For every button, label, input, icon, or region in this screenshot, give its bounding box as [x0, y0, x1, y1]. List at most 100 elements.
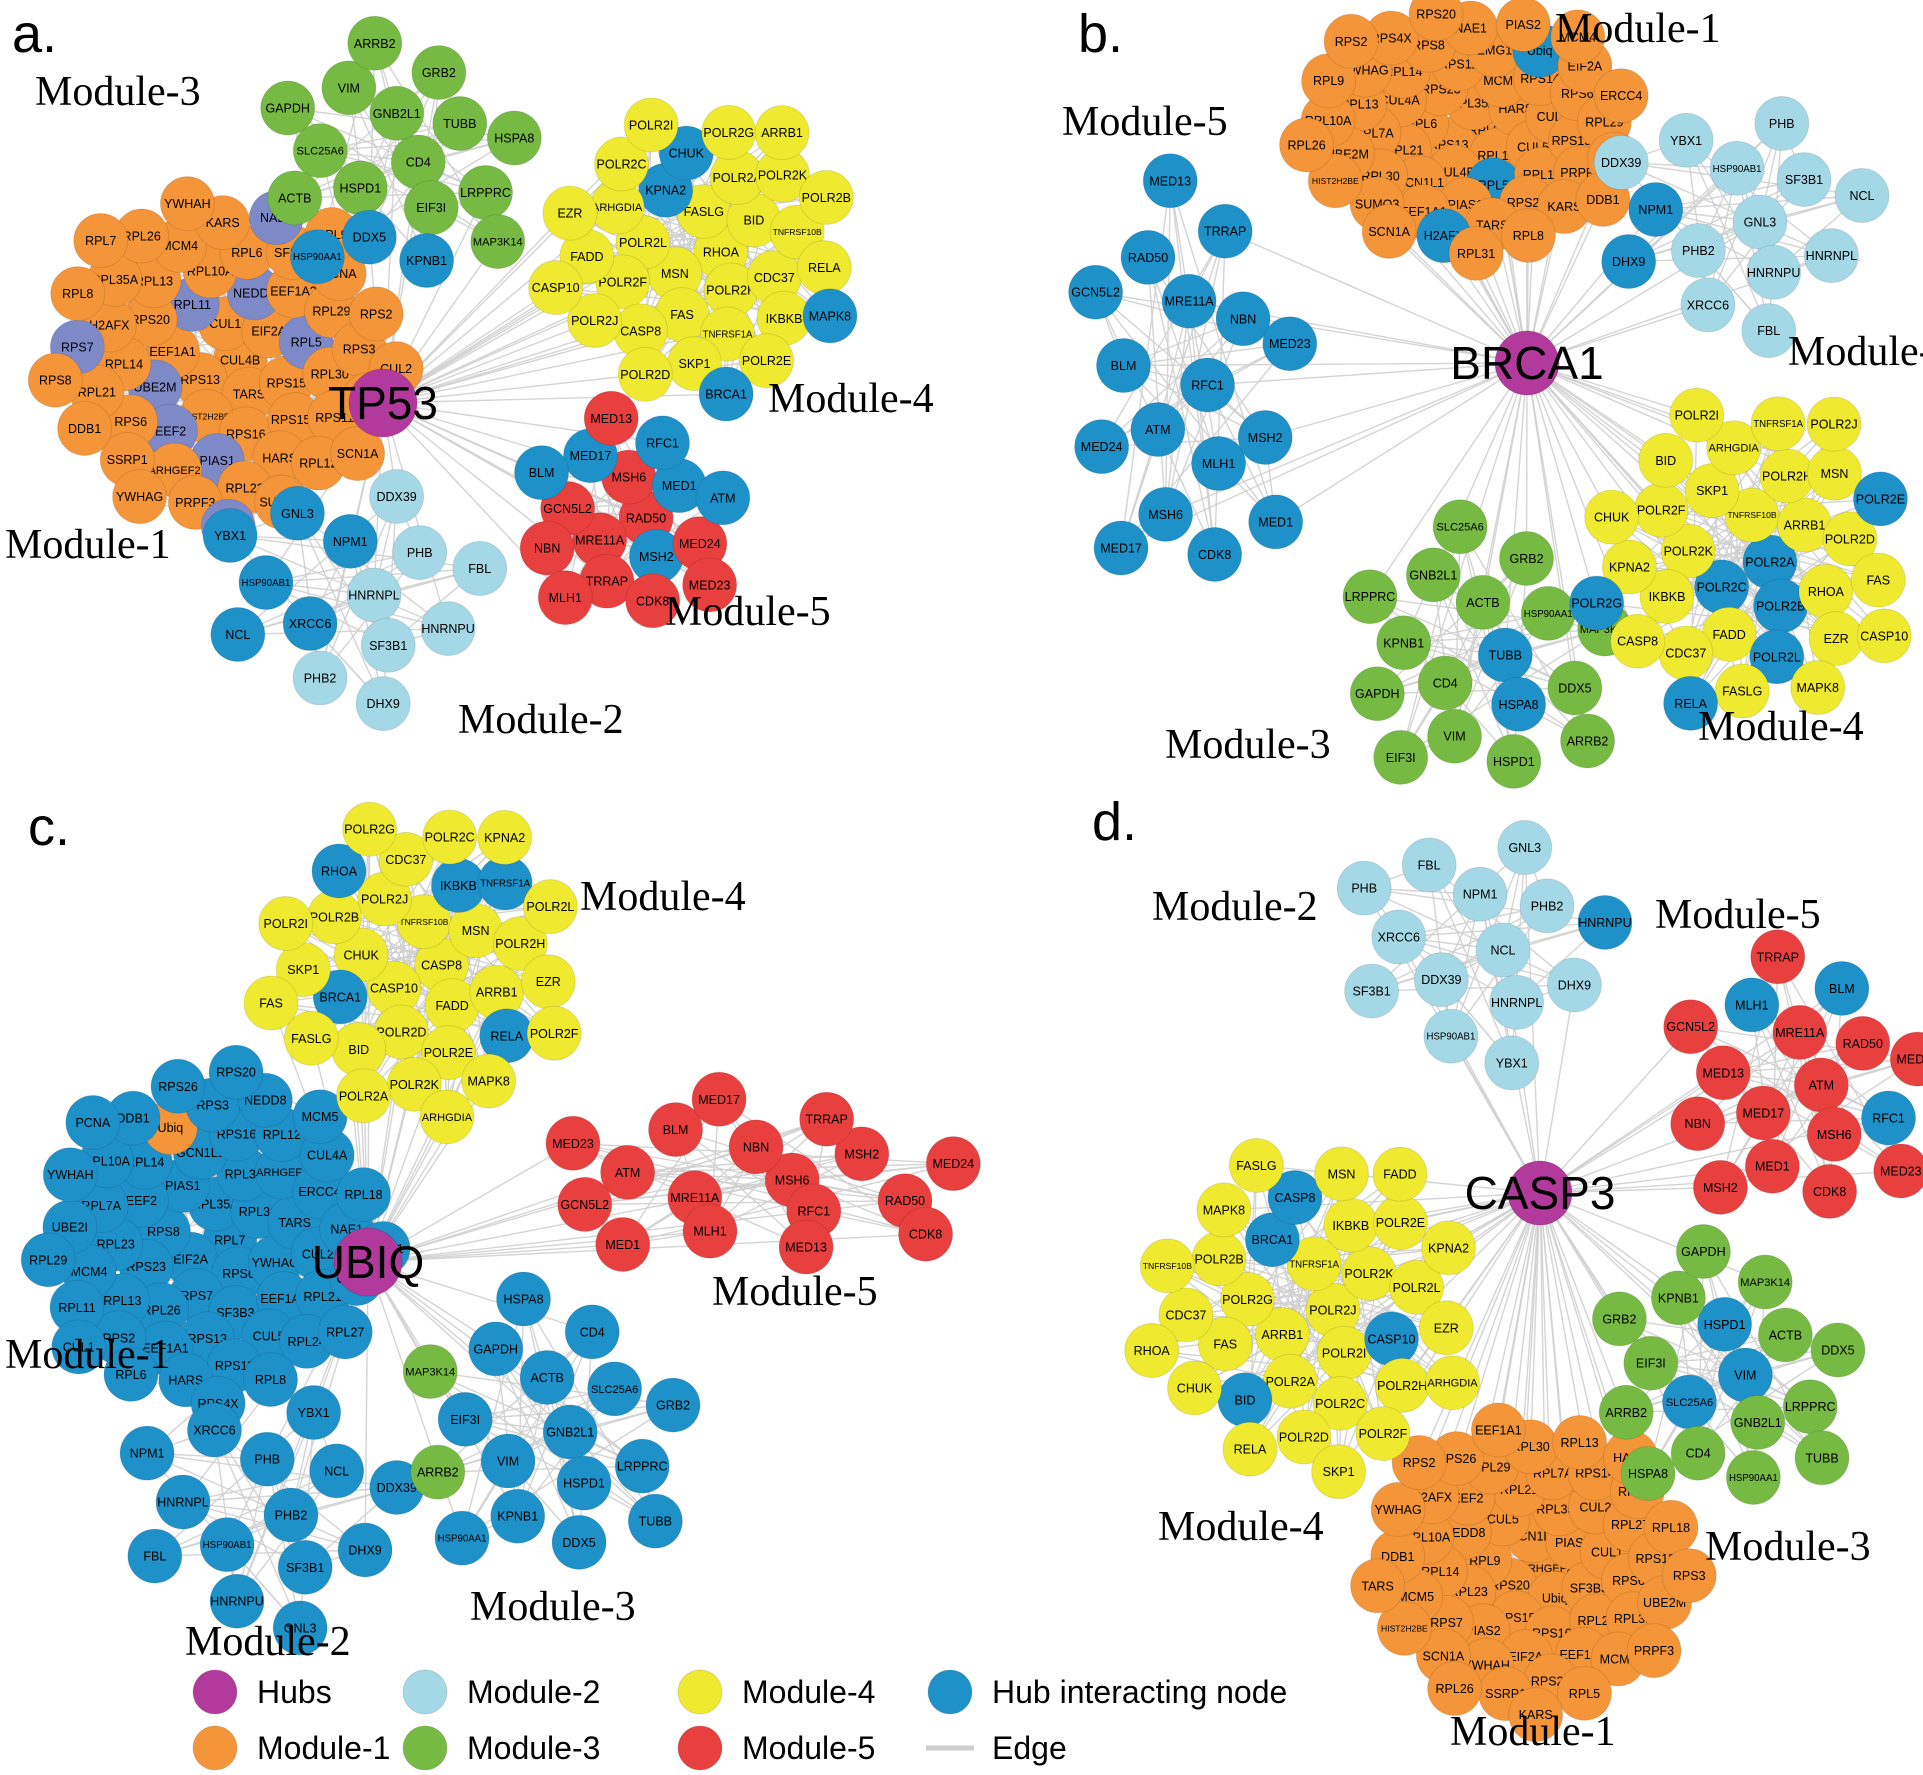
node-label: GAPDH [265, 102, 309, 116]
network-node: NBN [728, 1119, 784, 1175]
node-label: SKP1 [1323, 1465, 1355, 1479]
node-label: RPL29 [29, 1253, 67, 1267]
node-circle [551, 1514, 607, 1570]
node-circle [1732, 194, 1788, 250]
node-circle [210, 606, 266, 662]
network-node: YBX1 [1484, 1035, 1540, 1091]
node-circle [600, 1144, 656, 1200]
network-node: YWHAH [42, 1147, 98, 1203]
edge [1690, 1026, 1889, 1119]
node-circle [103, 1346, 159, 1402]
node-label: POLR2L [619, 236, 667, 250]
node-label: FBL [143, 1550, 166, 1564]
network-node: POLR2H [492, 916, 548, 972]
node-label: EIF2A [251, 325, 286, 339]
node-label: POLR2H [1377, 1379, 1427, 1393]
node-circle [567, 293, 623, 349]
node-label: RPS2 [1403, 1456, 1436, 1470]
node-circle [925, 1136, 981, 1192]
node-circle [1852, 471, 1908, 527]
network-node: NPM1 [1628, 182, 1684, 238]
node-label: POLR2I [1675, 409, 1719, 423]
network-node: RPL26 [1427, 1661, 1483, 1717]
node-label: MED1 [605, 1238, 640, 1252]
network-node: TNFRSF10B [1139, 1238, 1195, 1294]
node-label: TNFRSF10B [399, 917, 448, 927]
node-label: ACTB [278, 191, 311, 205]
edge [237, 551, 420, 636]
network-node: YBX1 [1658, 112, 1714, 168]
node-circle [402, 1344, 458, 1400]
hub-node-tp53: TP53 [328, 368, 438, 438]
node-label: HSPA8 [1499, 698, 1539, 712]
node-label: DDX5 [1558, 681, 1591, 695]
node-circle [698, 366, 754, 422]
node-circle [355, 676, 411, 732]
node-label: TUBB [443, 117, 476, 131]
node-label: CUL2 [1579, 1501, 1611, 1515]
hub-edge [1264, 362, 1528, 439]
node-label: CDK8 [909, 1228, 942, 1242]
node-label: ARRB1 [1784, 518, 1826, 532]
node-circle [1448, 225, 1504, 281]
node-circle [545, 1115, 601, 1171]
network-node: POLR2L [522, 879, 578, 935]
network-node: SLC25A6 [587, 1361, 643, 1417]
node-label: YWHAG [252, 1256, 299, 1270]
node-label: HNRNPL [1806, 249, 1857, 263]
node-label: SCN1A [1423, 1649, 1465, 1663]
panel-b: RPL23RPS13RPL35ARPL12RPL6HARSCUL4BRPS23C… [1062, 0, 1923, 789]
edge [1432, 574, 1515, 762]
node-circle [341, 209, 397, 265]
node-label: MLH1 [693, 1225, 726, 1239]
node-label: RPS7 [1430, 1616, 1463, 1630]
node-label: LRPPRC [460, 186, 511, 200]
node-label: EIF3I [416, 201, 446, 215]
node-label: HSP90AA1 [1729, 1473, 1778, 1484]
legend-color-swatch [677, 1725, 723, 1771]
node-circle [1491, 676, 1547, 732]
node-label: HIST2H2BE [1381, 1624, 1428, 1634]
node-circle [399, 233, 455, 289]
node-label: NCL [324, 1464, 349, 1478]
node-label: RPL27 [1611, 1518, 1649, 1532]
network-node: MCM5 [292, 1089, 348, 1145]
edge [1169, 180, 1277, 523]
node-label: GNL3 [1744, 216, 1777, 230]
node-label: RPS20 [1416, 7, 1456, 21]
network-node: POLR2C [422, 809, 478, 865]
module-a-module-3: CD4 HSPD1 GNB2L1 EIF3I SLC25A6 TUBB DDX5 VIM LRP… [260, 15, 542, 289]
network-node: MED17 [1093, 520, 1149, 576]
network-node: POLR2B [1191, 1231, 1247, 1287]
node-label: MSH6 [1148, 508, 1183, 522]
node-label: HSPD1 [1704, 1318, 1746, 1332]
network-node: IKBKB [1323, 1197, 1379, 1253]
node-circle [1486, 733, 1542, 789]
node-circle [1610, 613, 1666, 669]
network-node: POLR2D [373, 1004, 429, 1060]
network-node: POLR2A [1742, 534, 1798, 590]
network-node: PHB2 [292, 650, 348, 706]
node-label: GCN1L1 [176, 1146, 225, 1160]
network-node: SLC25A6 [292, 123, 348, 179]
node-label: RPS7 [180, 1289, 213, 1303]
network-node: ATM [1793, 1057, 1849, 1113]
hub-node-brca1: BRCA1 [1450, 330, 1604, 396]
node-label: BID [743, 213, 764, 227]
node-label: POLR2J [1810, 418, 1857, 432]
node-label: HSP90AB1 [1427, 1032, 1476, 1043]
node-label: NPM1 [1463, 888, 1498, 902]
network-node: CDC37 [1658, 625, 1714, 681]
hub-label: BRCA1 [1450, 337, 1603, 389]
network-node: ACTB [1455, 574, 1511, 630]
network-node: TRRAP [799, 1091, 855, 1147]
node-circle [1197, 203, 1253, 259]
node-label: YBX1 [1670, 134, 1702, 148]
network-node: NPM1 [322, 513, 378, 569]
node-circle [496, 1271, 552, 1327]
node-label: DDX5 [1821, 1344, 1854, 1358]
node-label: VIM [1734, 1369, 1756, 1383]
node-label: PHB [1351, 882, 1377, 896]
